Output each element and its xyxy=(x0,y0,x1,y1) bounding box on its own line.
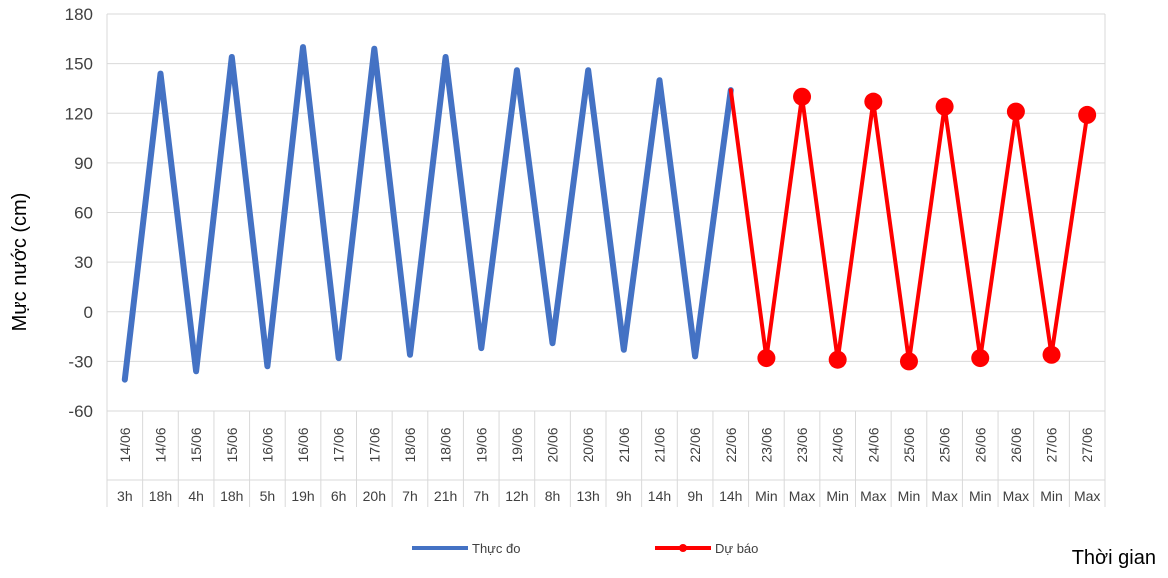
x-category-time-label: 13h xyxy=(576,488,599,504)
x-category-time-label: Max xyxy=(1003,488,1029,504)
x-category-time-label: 9h xyxy=(616,488,632,504)
x-category-time-label: Max xyxy=(931,488,957,504)
x-category-time-label: Min xyxy=(969,488,992,504)
x-category-time-label: Max xyxy=(1074,488,1100,504)
x-category-time-label: Min xyxy=(898,488,921,504)
x-category-time-label: Min xyxy=(1040,488,1063,504)
forecast-point xyxy=(757,349,776,368)
x-category-date-label: 24/06 xyxy=(830,427,846,462)
y-tick-label: -30 xyxy=(68,352,93,371)
legend-label: Dự báo xyxy=(715,541,758,556)
forecast-point xyxy=(864,92,883,111)
y-tick-label: 120 xyxy=(65,104,93,123)
x-category-date-label: 23/06 xyxy=(758,427,774,462)
x-category-date-label: 14/06 xyxy=(117,427,133,462)
x-category-date-label: 18/06 xyxy=(402,427,418,462)
x-category-time-label: Max xyxy=(789,488,815,504)
x-category-time-label: 5h xyxy=(260,488,276,504)
x-category-date-label: 27/06 xyxy=(1079,427,1095,462)
x-category-time-label: 20h xyxy=(363,488,386,504)
x-category-time-label: 21h xyxy=(434,488,457,504)
x-category-time-label: 7h xyxy=(402,488,418,504)
x-category-time-label: 7h xyxy=(473,488,489,504)
x-category-time-label: 4h xyxy=(188,488,204,504)
x-category-time-label: 6h xyxy=(331,488,347,504)
forecast-point xyxy=(899,352,918,371)
forecast-point xyxy=(935,97,954,116)
x-category-time-label: Max xyxy=(860,488,886,504)
y-tick-label: 0 xyxy=(84,303,93,322)
x-category-date-label: 21/06 xyxy=(616,427,632,462)
x-category-date-label: 14/06 xyxy=(152,427,168,462)
x-category-date-label: 16/06 xyxy=(295,427,311,462)
legend-marker xyxy=(679,544,687,552)
x-axis-label: Thời gian xyxy=(1072,547,1156,569)
y-tick-label: 180 xyxy=(65,5,93,24)
x-category-time-label: Min xyxy=(826,488,849,504)
x-category-time-label: 18h xyxy=(149,488,172,504)
x-category-date-label: 19/06 xyxy=(509,427,525,462)
series-layer xyxy=(121,44,1097,383)
x-category-date-label: 26/06 xyxy=(1008,427,1024,462)
legend: Thực đo Dự báo xyxy=(412,541,758,556)
y-tick-label: 30 xyxy=(74,253,93,272)
forecast-point xyxy=(1078,105,1097,124)
x-category-date-label: 22/06 xyxy=(723,427,739,462)
forecast-point xyxy=(1006,102,1025,121)
x-category-date-label: 16/06 xyxy=(259,427,275,462)
y-tick-label: 90 xyxy=(74,154,93,173)
y-tick-label: 150 xyxy=(65,55,93,74)
x-category-date-label: 17/06 xyxy=(366,427,382,462)
x-category-time-label: 18h xyxy=(220,488,243,504)
x-category-date-label: 23/06 xyxy=(794,427,810,462)
y-axis-ticks: -60 -30 0 30 60 90 120 150 180 xyxy=(65,5,93,421)
series-line-observed xyxy=(121,44,734,383)
x-category-date-label: 20/06 xyxy=(545,427,561,462)
x-category-date-label: 20/06 xyxy=(580,427,596,462)
forecast-point xyxy=(828,350,847,369)
x-category-date-label: 15/06 xyxy=(188,427,204,462)
x-category-date-label: 21/06 xyxy=(651,427,667,462)
forecast-point xyxy=(971,349,990,368)
x-category-date-label: 19/06 xyxy=(473,427,489,462)
x-category-date-label: 17/06 xyxy=(331,427,347,462)
x-category-time-label: 19h xyxy=(291,488,314,504)
x-category-time-label: 14h xyxy=(719,488,742,504)
x-category-date-label: 22/06 xyxy=(687,427,703,462)
y-tick-label: 60 xyxy=(74,204,93,223)
legend-label: Thực đo xyxy=(472,541,520,556)
x-category-date-label: 26/06 xyxy=(972,427,988,462)
x-category-date-label: 25/06 xyxy=(901,427,917,462)
x-category-date-label: 18/06 xyxy=(438,427,454,462)
forecast-point xyxy=(793,87,812,106)
x-category-time-label: 14h xyxy=(648,488,671,504)
y-axis-label: Mực nước (cm) xyxy=(9,193,31,332)
x-category-time-label: 12h xyxy=(505,488,528,504)
x-category-time-label: Min xyxy=(755,488,778,504)
x-category-time-label: 9h xyxy=(687,488,703,504)
forecast-point xyxy=(1042,345,1061,364)
x-axis-categories: 14/06 3h 14/06 18h 15/06 4h 15/06 18h 16/06 5h 16/… xyxy=(106,411,1106,507)
y-tick-label: -60 xyxy=(68,402,93,421)
x-category-date-label: 15/06 xyxy=(224,427,240,462)
x-category-date-label: 27/06 xyxy=(1044,427,1060,462)
x-category-date-label: 25/06 xyxy=(937,427,953,462)
x-category-date-label: 24/06 xyxy=(865,427,881,462)
x-category-time-label: 8h xyxy=(545,488,561,504)
x-category-time-label: 3h xyxy=(117,488,133,504)
